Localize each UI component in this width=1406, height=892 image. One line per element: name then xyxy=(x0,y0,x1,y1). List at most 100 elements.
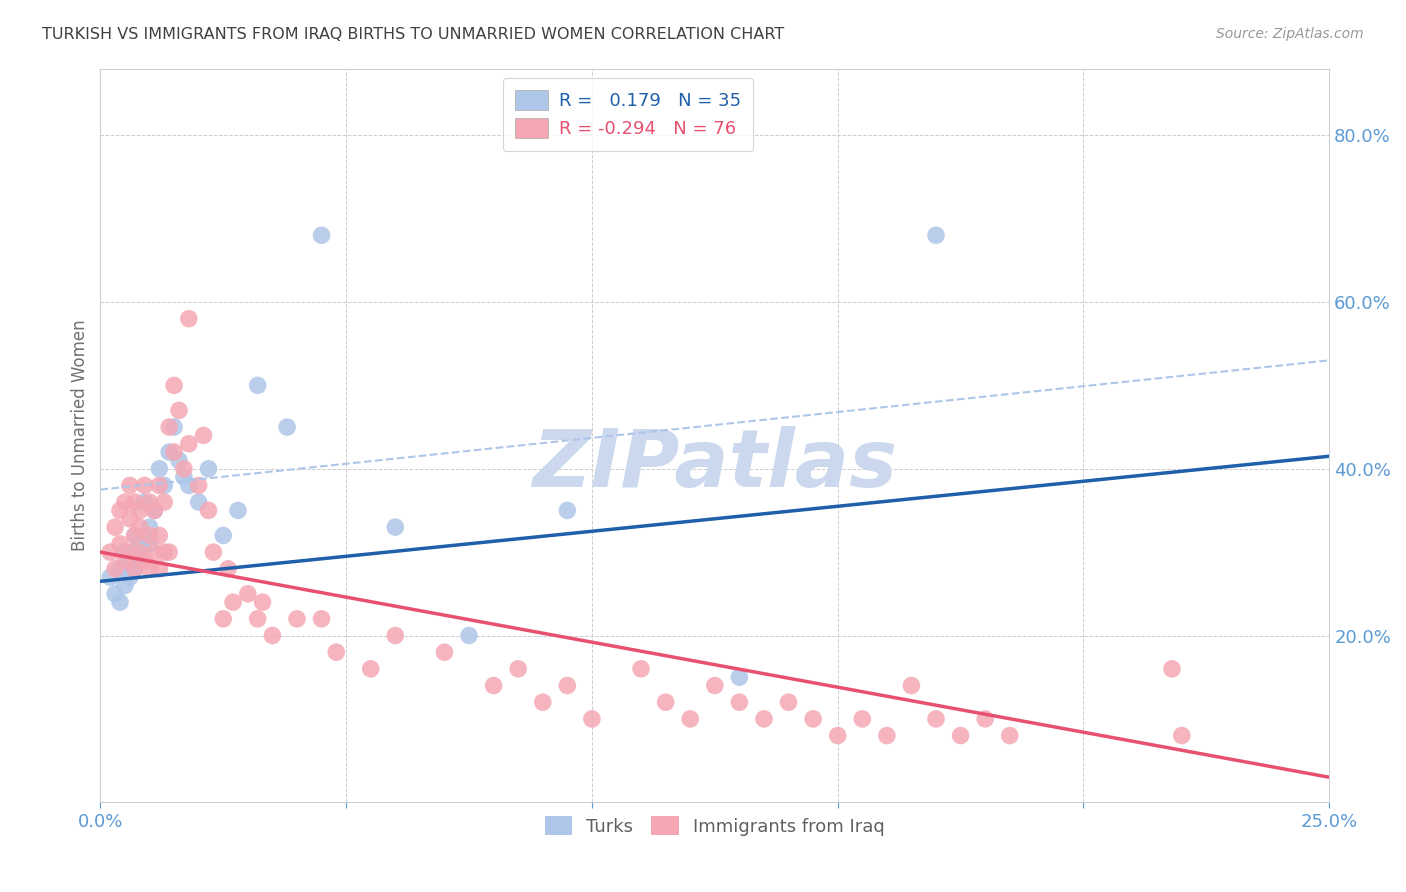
Point xyxy=(900,679,922,693)
Text: Source: ZipAtlas.com: Source: ZipAtlas.com xyxy=(1216,27,1364,41)
Point xyxy=(311,228,333,243)
Point xyxy=(212,528,235,542)
Point xyxy=(801,712,824,726)
Point xyxy=(197,462,219,476)
Point xyxy=(124,528,146,542)
Point xyxy=(134,495,156,509)
Point xyxy=(163,420,186,434)
Point xyxy=(458,628,481,642)
Point xyxy=(148,478,170,492)
Point xyxy=(157,420,180,434)
Point xyxy=(728,695,751,709)
Point xyxy=(679,712,702,726)
Point xyxy=(177,478,200,492)
Point xyxy=(148,528,170,542)
Point xyxy=(108,503,131,517)
Point xyxy=(1161,662,1184,676)
Point xyxy=(703,679,725,693)
Point xyxy=(118,512,141,526)
Point xyxy=(153,478,176,492)
Point xyxy=(118,553,141,567)
Point xyxy=(153,495,176,509)
Point xyxy=(276,420,298,434)
Point xyxy=(197,503,219,517)
Point xyxy=(531,695,554,709)
Point xyxy=(138,528,160,542)
Point xyxy=(262,628,284,642)
Point xyxy=(148,462,170,476)
Point xyxy=(212,612,235,626)
Y-axis label: Births to Unmarried Women: Births to Unmarried Women xyxy=(72,319,89,551)
Point xyxy=(138,520,160,534)
Point xyxy=(167,403,190,417)
Point xyxy=(236,587,259,601)
Point xyxy=(311,612,333,626)
Point xyxy=(104,587,127,601)
Point xyxy=(384,520,406,534)
Point xyxy=(114,545,136,559)
Point xyxy=(108,562,131,576)
Point xyxy=(974,712,997,726)
Point xyxy=(252,595,274,609)
Point xyxy=(187,478,209,492)
Point xyxy=(193,428,215,442)
Point xyxy=(167,453,190,467)
Point xyxy=(157,545,180,559)
Point xyxy=(98,570,121,584)
Point xyxy=(124,495,146,509)
Point xyxy=(925,228,948,243)
Point xyxy=(222,595,245,609)
Point xyxy=(217,562,239,576)
Point xyxy=(124,562,146,576)
Point xyxy=(128,553,150,567)
Point xyxy=(104,562,127,576)
Point xyxy=(482,679,505,693)
Point xyxy=(508,662,530,676)
Point xyxy=(173,462,195,476)
Point xyxy=(778,695,800,709)
Point xyxy=(1171,729,1194,743)
Point xyxy=(128,520,150,534)
Point xyxy=(325,645,347,659)
Point xyxy=(128,503,150,517)
Point xyxy=(118,570,141,584)
Legend: Turks, Immigrants from Iraq: Turks, Immigrants from Iraq xyxy=(536,807,894,845)
Point xyxy=(153,545,176,559)
Point xyxy=(134,478,156,492)
Point xyxy=(581,712,603,726)
Point xyxy=(654,695,676,709)
Point xyxy=(124,562,146,576)
Point xyxy=(148,562,170,576)
Point xyxy=(173,470,195,484)
Point xyxy=(104,520,127,534)
Point xyxy=(114,495,136,509)
Point xyxy=(143,545,166,559)
Point xyxy=(226,503,249,517)
Point xyxy=(384,628,406,642)
Point xyxy=(128,537,150,551)
Point xyxy=(138,562,160,576)
Point xyxy=(202,545,225,559)
Point xyxy=(998,729,1021,743)
Point xyxy=(143,503,166,517)
Point xyxy=(98,545,121,559)
Point xyxy=(114,553,136,567)
Text: ZIPatlas: ZIPatlas xyxy=(533,425,897,504)
Point xyxy=(433,645,456,659)
Point xyxy=(246,612,269,626)
Point xyxy=(187,495,209,509)
Point xyxy=(728,670,751,684)
Point xyxy=(124,528,146,542)
Point xyxy=(118,478,141,492)
Point xyxy=(360,662,382,676)
Point xyxy=(118,545,141,559)
Point xyxy=(246,378,269,392)
Point xyxy=(949,729,972,743)
Point xyxy=(925,712,948,726)
Point xyxy=(138,537,160,551)
Point xyxy=(630,662,652,676)
Point xyxy=(163,445,186,459)
Text: TURKISH VS IMMIGRANTS FROM IRAQ BIRTHS TO UNMARRIED WOMEN CORRELATION CHART: TURKISH VS IMMIGRANTS FROM IRAQ BIRTHS T… xyxy=(42,27,785,42)
Point xyxy=(134,553,156,567)
Point xyxy=(157,445,180,459)
